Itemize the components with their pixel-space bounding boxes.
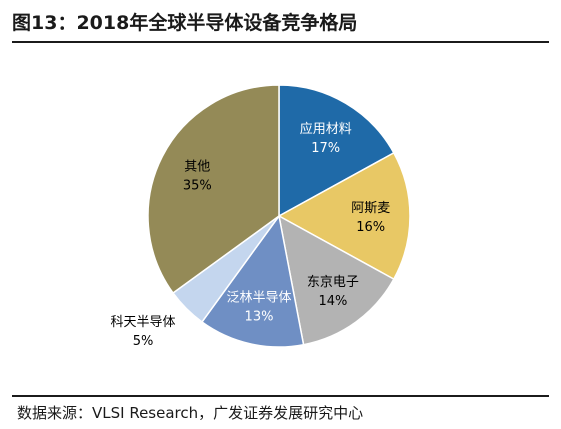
slice-value-label: 13% [245, 310, 274, 325]
pie-slice [200, 214, 305, 348]
slice-value-label: 17% [311, 141, 340, 156]
slice-value-label: 16% [356, 220, 385, 235]
source-divider [12, 395, 549, 397]
slice-value-label: 35% [183, 178, 212, 193]
pie-slice [147, 84, 280, 295]
title-underline [12, 41, 549, 43]
pie-slice [278, 84, 395, 218]
pie-slice [277, 214, 395, 346]
slice-name-label: 应用材料 [300, 121, 352, 137]
pie-slice [277, 151, 411, 281]
slice-name-label: 其他 [184, 159, 210, 174]
slice-name-label: 阿斯麦 [351, 201, 390, 216]
source-note: 数据来源：VLSI Research，广发证券发展研究中心 [17, 404, 364, 422]
slice-name-label: 科天半导体 [110, 315, 175, 330]
slice-name-label: 东京电子 [307, 275, 359, 290]
slice-value-label: 14% [318, 294, 347, 309]
chart-title: 图13：2018年全球半导体设备竞争格局 [12, 12, 358, 34]
slice-name-label: 泛林半导体 [226, 291, 291, 306]
slice-value-label: 5% [133, 334, 154, 349]
